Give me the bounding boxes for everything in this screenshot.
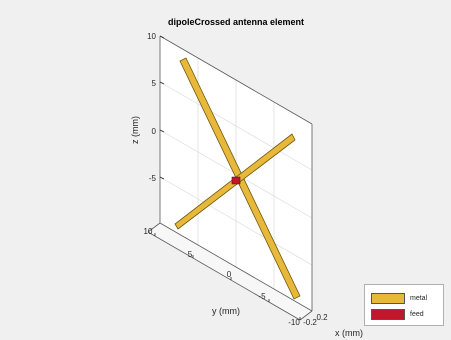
y-axis-label: y (mm) [212, 306, 240, 316]
axes-box [147, 35, 313, 321]
y-tick-label: 0 [227, 270, 232, 279]
z-tick-label: 10 [147, 32, 156, 41]
x-tick-label: -0.2 [303, 318, 317, 327]
y-tick-label: -10 [288, 318, 300, 327]
floor-panel [148, 223, 312, 320]
z-tick-label: -5 [149, 174, 157, 183]
legend[interactable]: metal feed [364, 284, 444, 326]
legend-item-feed: feed [371, 307, 424, 321]
y-tick-label: -5 [258, 292, 266, 301]
legend-swatch-metal [371, 292, 405, 304]
y-tick-label: 10 [144, 227, 153, 236]
legend-swatch-feed [371, 308, 405, 320]
feed-point [231, 176, 241, 185]
x-axis-label: x (mm) [335, 328, 363, 338]
z-tick-label: 0 [152, 127, 157, 136]
z-tick-label: 5 [152, 79, 157, 88]
legend-item-metal: metal [371, 291, 427, 305]
legend-label: metal [410, 294, 428, 302]
legend-label: feed [410, 310, 424, 318]
z-axis-label: z (mm) [130, 116, 140, 144]
y-ticks [154, 233, 301, 320]
y-tick-label: 5 [188, 250, 193, 259]
z-ticks [159, 35, 165, 180]
plot-title: dipoleCrossed antenna element [168, 17, 304, 27]
x-tick-label: 0.2 [316, 313, 328, 322]
